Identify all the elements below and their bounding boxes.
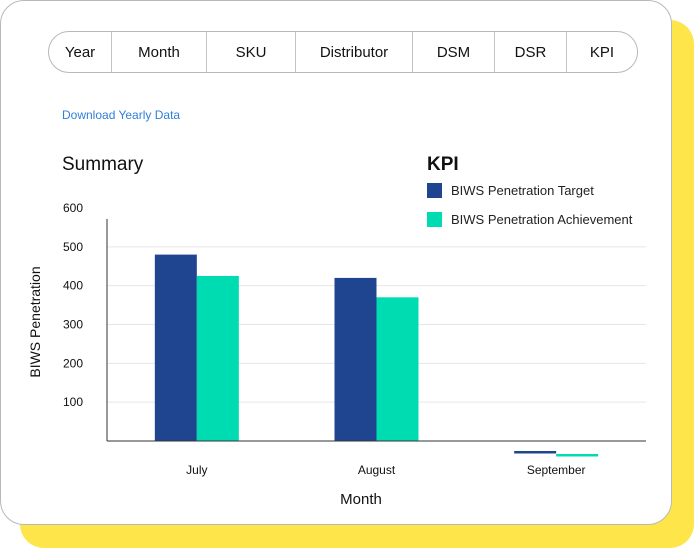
- legend-label-achievement: BIWS Penetration Achievement: [451, 211, 633, 227]
- y-tick-label: 600: [63, 201, 83, 215]
- legend-label-target: BIWS Penetration Target: [451, 182, 594, 198]
- legend-item-target[interactable]: BIWS Penetration Target: [427, 182, 594, 198]
- tab-kpi[interactable]: KPI: [566, 32, 637, 72]
- tab-sku[interactable]: SKU: [206, 32, 295, 72]
- x-tick-label: July: [186, 463, 207, 477]
- tab-dsr[interactable]: DSR: [494, 32, 566, 72]
- legend-title: KPI: [427, 154, 459, 175]
- bar-september-target: [514, 451, 557, 454]
- y-tick-label: 400: [63, 279, 83, 293]
- bar-july-target: [154, 254, 197, 441]
- legend-item-achievement[interactable]: BIWS Penetration Achievement: [427, 211, 632, 227]
- legend-swatch-achievement: [427, 211, 442, 227]
- chart-title: Summary: [62, 154, 144, 175]
- filter-tabs: Year Month SKU Distributor DSM DSR KPI: [48, 31, 638, 73]
- y-axis-label: BIWS Penetration: [27, 266, 43, 378]
- x-tick-label: September: [527, 463, 586, 477]
- y-tick-label: 500: [63, 240, 83, 254]
- y-tick-label: 100: [63, 395, 83, 409]
- tab-distributor[interactable]: Distributor: [295, 32, 412, 72]
- x-tick-label: August: [358, 463, 396, 477]
- y-tick-label: 200: [63, 356, 83, 370]
- download-yearly-data-link[interactable]: Download Yearly Data: [62, 108, 181, 122]
- bar-august-target: [334, 277, 377, 441]
- tab-dsm[interactable]: DSM: [412, 32, 494, 72]
- bar-july-achievement: [196, 275, 239, 441]
- legend-swatch-target: [427, 182, 442, 198]
- y-tick-label: 300: [63, 318, 83, 332]
- tab-year[interactable]: Year: [64, 43, 96, 61]
- bar-september-achievement: [556, 454, 599, 457]
- tab-month[interactable]: Month: [111, 32, 206, 72]
- x-axis-label: Month: [340, 491, 382, 508]
- bar-chart: 100 200 300 400 500 600 July August September: [63, 201, 646, 477]
- bar-august-achievement: [376, 297, 419, 441]
- dashboard-card: Year Month SKU Distributor DSM DSR KPI D…: [0, 0, 672, 525]
